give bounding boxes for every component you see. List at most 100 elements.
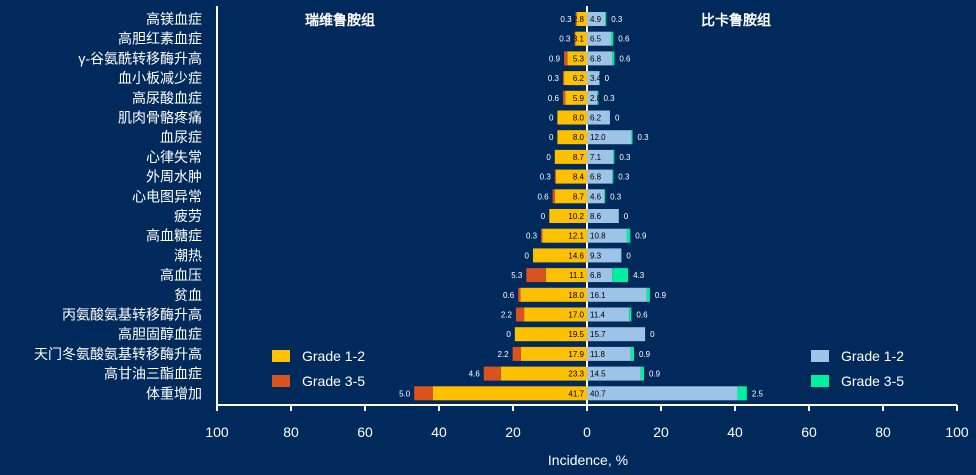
right-value-grade35: 0.6 [636,311,648,320]
left-bar-grade35 [518,287,521,302]
right-value-grade12: 10.8 [590,232,606,241]
left-value-grade12: 8.0 [573,133,585,142]
right-bar-grade12 [587,307,630,322]
right-value-grade35: 0 [626,251,631,260]
left-bar-grade12 [542,228,587,243]
right-bar-grade35 [626,228,631,243]
left-bar-grade12 [554,149,587,164]
right-bar-grade12 [587,228,627,243]
left-bar-grade12 [432,386,587,401]
right-value-grade35: 0.3 [611,15,623,24]
right-bar-grade35 [646,287,650,302]
right-value-grade35: 0 [650,330,655,339]
category-label: 体重增加 [146,385,202,401]
right-value-grade35: 0.6 [619,54,631,63]
right-value-grade35: 0.3 [603,94,615,103]
right-bar-grade12 [587,130,632,145]
left-value-grade12: 17.9 [568,350,584,359]
left-bar-grade12 [575,31,587,46]
category-label: 天门冬氨酸氨基转移酶升高 [34,346,202,362]
category-label: 潮热 [174,247,202,263]
right-value-grade12: 6.8 [590,54,602,63]
category-label: 高尿酸血症 [132,90,202,106]
x-tick-label: 20 [653,424,669,440]
left-value-grade35: 2.2 [498,350,510,359]
right-legend-swatch-grade12 [811,350,829,362]
right-value-grade12: 11.8 [590,350,606,359]
category-label: 血小板减少症 [118,70,202,86]
left-value-grade35: 0.6 [503,291,515,300]
left-value-grade12: 18.0 [568,291,584,300]
category-label: 贫血 [174,287,202,303]
left-value-grade35: 2.2 [501,311,513,320]
left-bar-grade12 [549,209,587,223]
right-value-grade12: 4.9 [590,15,602,24]
right-value-grade35: 0.9 [635,232,647,241]
left-value-grade12: 2.8 [573,15,585,24]
right-bar-grade35 [613,149,615,164]
left-bar-grade12 [555,169,587,184]
left-bar-grade12 [524,307,587,322]
right-value-grade12: 6.8 [590,173,602,182]
right-bar-grade12 [587,268,613,283]
right-value-grade12: 3.4 [590,74,602,83]
left-value-grade12: 8.0 [573,114,585,123]
category-label: 肌肉骨骼疼痛 [118,110,202,126]
left-bar-grade35 [414,386,433,401]
left-value-grade12: 14.6 [568,251,584,260]
left-bar-grade35 [541,228,543,243]
right-bar-grade35 [640,366,644,381]
right-bar-grade12 [587,346,631,361]
right-bar-grade12 [587,189,605,204]
left-bar-grade12 [532,248,587,263]
left-legend-swatch-grade35 [272,375,290,387]
left-bar-grade35 [526,268,546,283]
right-bar-grade35 [612,169,614,184]
x-tick-label: 20 [505,424,521,440]
left-value-grade35: 4.6 [469,370,481,379]
right-bar-grade12 [587,287,647,302]
right-bar-grade12 [587,110,610,125]
right-value-grade12: 9.3 [590,251,602,260]
left-bar-grade12 [520,346,587,361]
right-value-grade35: 0.3 [638,133,650,142]
left-value-grade12: 5.9 [573,94,585,103]
right-bar-grade12 [587,12,606,26]
x-axis-label: Incidence, % [548,452,628,468]
x-tick-label: 100 [205,424,229,440]
left-value-grade35: 5.0 [399,389,411,398]
right-value-grade12: 15.7 [590,330,606,339]
right-value-grade12: 6.8 [590,271,602,280]
right-legend-swatch-grade35 [811,375,829,387]
right-value-grade35: 0.9 [655,291,667,300]
right-value-grade12: 11.4 [590,311,606,320]
right-bar-grade12 [587,248,622,263]
category-label: 外周水肿 [146,169,202,185]
right-bar-grade35 [605,12,607,26]
right-value-grade12: 7.1 [590,153,602,162]
left-value-grade12: 10.2 [568,212,584,221]
left-value-grade35: 5.3 [511,271,523,280]
right-value-grade35: 0.9 [639,350,651,359]
left-value-grade12: 8.4 [573,173,585,182]
left-value-grade12: 41.7 [568,389,584,398]
right-bar-grade12 [587,386,738,401]
category-label: 丙氨酸氨基转移酶升高 [62,307,202,323]
right-value-grade12: 6.5 [590,35,602,44]
right-value-grade35: 2.5 [752,389,764,398]
left-value-grade12: 17.0 [568,311,584,320]
left-value-grade35: 0.3 [540,173,552,182]
left-bar-grade35 [562,90,566,105]
right-value-grade12: 12.0 [590,133,606,142]
right-bar-grade35 [611,31,614,46]
right-bar-grade35 [631,130,633,145]
left-bar-grade12 [554,189,587,204]
left-value-grade35: 0 [506,330,511,339]
right-bar-grade35 [612,51,615,66]
left-value-grade35: 0.3 [548,74,560,83]
right-bar-grade12 [587,90,598,105]
right-value-grade12: 4.6 [590,192,602,201]
x-tick-label: 60 [801,424,817,440]
left-bar-grade12 [514,327,587,342]
